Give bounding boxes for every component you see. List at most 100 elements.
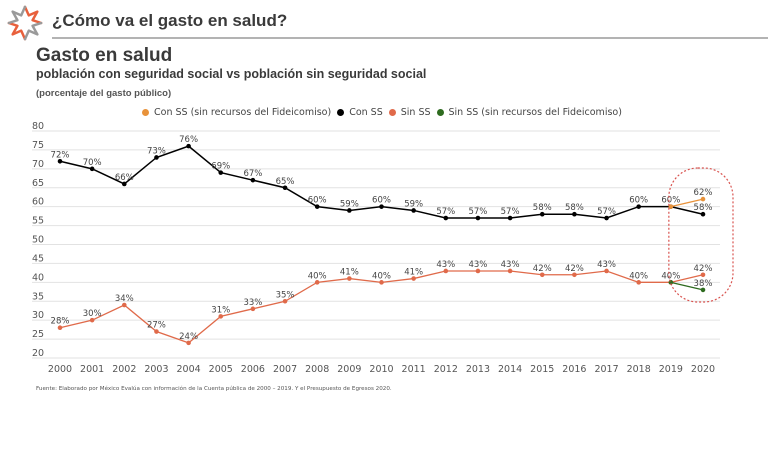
annotations <box>668 167 734 303</box>
data-point <box>347 276 352 281</box>
data-label: 59% <box>340 199 359 209</box>
data-label: 42% <box>565 264 584 274</box>
data-point <box>347 208 352 213</box>
legend-item: Sin SS (sin recursos del Fideicomiso) <box>436 107 622 118</box>
legend-dot-icon <box>388 109 396 116</box>
y-tick-label: 80 <box>32 121 44 132</box>
data-point <box>154 155 159 160</box>
data-label: 65% <box>276 177 295 187</box>
data-point <box>122 302 127 308</box>
data-label: 35% <box>276 290 295 300</box>
header-divider <box>52 37 768 39</box>
data-point <box>507 215 513 221</box>
legend-dot-icon <box>337 109 345 116</box>
data-point <box>282 185 288 191</box>
data-point <box>539 272 545 278</box>
legend-item: Con SS <box>337 107 383 118</box>
series-line <box>670 281 704 291</box>
data-point <box>89 317 95 323</box>
data-label: 58% <box>533 203 552 213</box>
data-label: 24% <box>179 332 198 342</box>
data-point <box>443 215 449 221</box>
data-point <box>250 177 256 183</box>
data-point <box>700 196 706 202</box>
x-tick-label: 2004 <box>177 364 201 375</box>
data-point <box>314 280 320 285</box>
legend-label: Con SS (sin recursos del Fideicomiso) <box>154 107 332 118</box>
data-label: 58% <box>694 203 713 213</box>
highlight-annotation <box>668 167 734 303</box>
data-label: 38% <box>694 279 713 289</box>
data-label: 70% <box>83 158 102 168</box>
chart-title: Gasto en salud <box>36 45 173 66</box>
data-point <box>57 158 63 164</box>
data-label: 34% <box>115 294 134 304</box>
data-point <box>411 276 416 281</box>
data-label: 43% <box>597 260 616 270</box>
x-tick-label: 2009 <box>337 364 361 375</box>
data-label: 66% <box>115 173 134 183</box>
data-label: 60% <box>661 196 680 206</box>
data-label: 33% <box>243 298 262 308</box>
data-label: 76% <box>179 135 198 145</box>
data-label: 57% <box>597 207 616 217</box>
data-point <box>443 268 449 274</box>
data-point <box>154 329 159 334</box>
data-point <box>604 215 609 221</box>
y-tick-label: 75 <box>32 140 44 151</box>
data-point <box>668 204 674 209</box>
data-point <box>314 204 320 209</box>
legend-dot-icon <box>436 109 444 116</box>
data-label: 31% <box>211 305 230 315</box>
x-tick-label: 2019 <box>659 364 683 375</box>
legend-label: Sin SS (sin recursos del Fideicomiso) <box>448 107 622 118</box>
starburst-logo-icon <box>7 5 43 41</box>
chart-unit-label: (porcentaje del gasto público) <box>36 88 172 99</box>
x-tick-label: 2013 <box>466 364 490 375</box>
x-tick-label: 2012 <box>434 364 458 375</box>
data-label: 28% <box>51 317 70 327</box>
data-label: 60% <box>308 196 327 206</box>
data-label: 57% <box>501 207 520 217</box>
data-point <box>89 166 95 172</box>
data-label: 69% <box>211 162 230 172</box>
data-point <box>539 211 545 217</box>
x-tick-label: 2015 <box>530 364 554 375</box>
data-point <box>122 181 127 187</box>
y-tick-label: 45 <box>32 253 44 264</box>
x-tick-label: 2010 <box>369 364 393 375</box>
y-tick-label: 35 <box>32 291 44 302</box>
data-label: 72% <box>51 150 70 160</box>
data-label: 57% <box>468 207 487 217</box>
y-tick-label: 55 <box>32 216 44 227</box>
data-label: 57% <box>436 207 455 217</box>
data-label: 40% <box>661 271 680 281</box>
x-tick-label: 2003 <box>144 364 168 375</box>
data-label: 73% <box>147 146 166 156</box>
legend-label: Sin SS <box>400 107 431 118</box>
data-label: 40% <box>629 271 648 281</box>
data-label: 42% <box>533 264 552 274</box>
y-tick-label: 65 <box>32 178 44 189</box>
x-tick-label: 2000 <box>48 364 72 375</box>
data-point <box>411 208 416 213</box>
legend-item: Sin SS <box>388 107 431 118</box>
y-tick-label: 50 <box>32 235 44 246</box>
y-tick-label: 60 <box>32 197 44 208</box>
data-point <box>572 211 577 217</box>
y-tick-label: 40 <box>32 272 44 283</box>
data-point <box>379 280 384 285</box>
y-axis: 80 75 70 65 60 55 50 45 40 35 30 25 20 <box>32 121 44 359</box>
data-label: 67% <box>243 169 262 179</box>
data-point <box>636 280 641 285</box>
data-point <box>186 340 191 346</box>
data-point <box>604 268 609 274</box>
data-point <box>282 298 288 304</box>
data-label: 30% <box>83 309 102 319</box>
legend-dot-icon <box>142 109 149 116</box>
y-tick-label: 30 <box>32 310 44 321</box>
y-tick-label: 20 <box>32 348 44 359</box>
data-label: 42% <box>694 264 713 274</box>
data-label: 41% <box>340 268 359 278</box>
